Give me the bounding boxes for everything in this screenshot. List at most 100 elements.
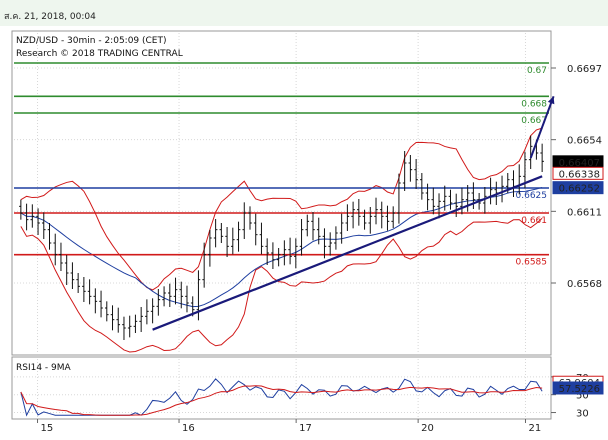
candle xyxy=(437,193,441,219)
candles-layer xyxy=(19,135,544,340)
candle xyxy=(173,277,178,305)
rsi-panel-frame xyxy=(11,356,552,420)
candle xyxy=(442,185,447,211)
date-label: ส.ค. 21, 2018, 00:04 xyxy=(4,12,96,22)
candle xyxy=(528,135,533,169)
candle xyxy=(59,242,63,271)
level-label: 0.668 xyxy=(521,99,547,109)
candle xyxy=(110,305,115,331)
candle xyxy=(271,242,275,269)
candle xyxy=(448,189,453,210)
candle xyxy=(259,222,264,255)
candle xyxy=(374,197,378,225)
candle xyxy=(420,173,424,200)
rsi-ma-line xyxy=(20,385,543,416)
candle xyxy=(402,151,407,191)
candle xyxy=(24,203,29,231)
rsi-layer: 70503063.960457.5226 xyxy=(14,373,604,420)
candle xyxy=(231,227,235,255)
levels-layer: 0.67 0.668 0.667 0.6625 0.661 0.6585 xyxy=(14,62,549,268)
candle xyxy=(368,207,373,234)
candle xyxy=(167,283,172,307)
rsi-badge: 57.5226 xyxy=(552,381,604,395)
candle xyxy=(328,232,332,256)
y-tick-label: 0.6568 xyxy=(567,279,602,290)
x-tick-label: 21 xyxy=(528,423,541,434)
trend-layer xyxy=(152,95,555,331)
price-badge-text: 0.66252 xyxy=(559,184,600,195)
symbol-line: NZD/USD - 30min - 2:05:09 (CET) xyxy=(16,36,167,46)
bollinger-upper xyxy=(20,127,543,291)
x-axis: 15 16 17 20 21 xyxy=(37,419,541,434)
research-line: Research © 2018 TRADING CENTRAL xyxy=(16,49,183,59)
candle xyxy=(253,213,258,246)
candle xyxy=(82,277,86,302)
candle xyxy=(362,209,367,230)
trend-line xyxy=(152,175,543,331)
candle xyxy=(202,242,206,288)
projection-arrow-head xyxy=(547,96,555,105)
candle xyxy=(70,262,75,289)
candle xyxy=(36,208,40,235)
y-axis: 0.6697 0.6654 0.6611 0.6568 xyxy=(551,64,602,290)
candle xyxy=(242,202,247,239)
candle xyxy=(425,183,430,211)
candle xyxy=(339,213,344,244)
candle xyxy=(127,315,132,338)
candle xyxy=(53,233,58,266)
level-label: 0.6585 xyxy=(516,258,548,268)
price-badge: 0.66338 xyxy=(552,166,604,180)
candle xyxy=(288,237,292,265)
candle xyxy=(357,199,361,226)
candle xyxy=(179,281,184,309)
candle xyxy=(30,204,35,228)
candle xyxy=(41,212,46,239)
candle xyxy=(414,159,418,189)
candle xyxy=(139,307,143,332)
candle xyxy=(465,185,470,212)
candle xyxy=(133,314,138,333)
candle xyxy=(104,301,109,322)
candle xyxy=(87,279,92,305)
top-bar: ส.ค. 21, 2018, 00:04 xyxy=(0,0,608,26)
candle xyxy=(99,290,103,318)
candle xyxy=(334,226,338,250)
candle xyxy=(311,212,315,241)
candle xyxy=(460,187,464,215)
candle xyxy=(345,204,350,231)
x-tick-label: 16 xyxy=(182,423,195,434)
candle xyxy=(351,201,355,229)
candle xyxy=(93,288,98,314)
y-tick-label: 0.6654 xyxy=(567,136,602,147)
candle xyxy=(236,221,241,252)
candle xyxy=(299,219,304,256)
candle xyxy=(276,248,281,267)
candle xyxy=(76,273,80,293)
candle xyxy=(47,223,52,250)
candle xyxy=(265,238,269,265)
bollinger-lower xyxy=(20,217,543,353)
candle xyxy=(316,217,321,245)
rsi-tick-label: 30 xyxy=(576,409,589,420)
x-tick-label: 15 xyxy=(41,423,54,434)
candle xyxy=(156,289,161,316)
candle xyxy=(483,187,487,214)
level-label: 0.67 xyxy=(527,66,547,76)
candle xyxy=(391,206,396,228)
level-label: 0.661 xyxy=(521,216,547,226)
candle xyxy=(431,187,436,215)
rsi-badge-box xyxy=(552,381,604,395)
price-badge-text: 0.66407 xyxy=(559,158,600,169)
candle xyxy=(248,206,252,230)
candle xyxy=(19,199,23,220)
candle xyxy=(305,214,310,237)
candle xyxy=(540,143,544,172)
price-badge-box xyxy=(552,166,604,180)
rsi-badge-text: 57.5226 xyxy=(559,384,600,395)
candle xyxy=(225,227,229,257)
candle xyxy=(454,193,459,217)
candle xyxy=(122,316,126,340)
main-panel-frame xyxy=(11,30,552,356)
y-tick-label: 0.6611 xyxy=(567,207,602,218)
candle xyxy=(185,285,189,313)
